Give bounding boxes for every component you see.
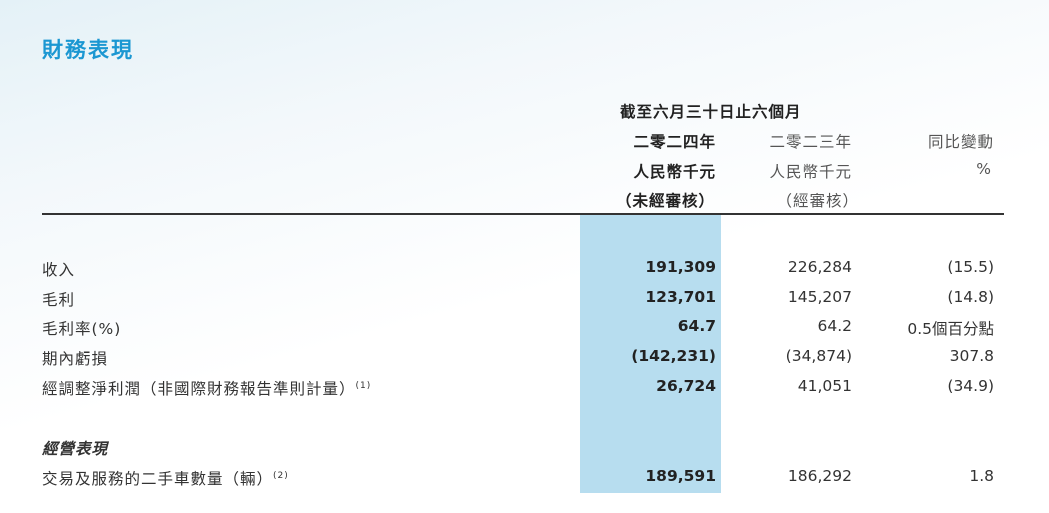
- row-label: 期內虧損: [42, 347, 108, 369]
- row-label: 經調整淨利潤（非國際財務報告準則計量）(1): [42, 377, 371, 399]
- value-2023: 145,207: [787, 288, 852, 306]
- col-change-label: 同比變動: [927, 133, 994, 151]
- value-2023: 41,051: [797, 377, 852, 395]
- value-change: 0.5個百分點: [907, 320, 994, 338]
- value-change: (15.5): [947, 258, 994, 276]
- row-label: 毛利率(%): [42, 317, 121, 339]
- col-2024-year: 二零二四年: [633, 133, 716, 151]
- value-2024: 191,309: [645, 258, 716, 276]
- value-2024: 64.7: [677, 317, 716, 335]
- col-change-unit: %: [976, 160, 992, 178]
- value-2023: 186,292: [787, 467, 852, 485]
- col-2024-note: （未經審核）: [616, 192, 716, 210]
- value-2023: (34,874): [785, 347, 852, 365]
- value-change: (14.8): [947, 288, 994, 306]
- row-label: 毛利: [42, 288, 75, 310]
- current-period-highlight: [580, 215, 721, 493]
- value-change: 307.8: [949, 347, 994, 365]
- header-divider: [42, 213, 1004, 215]
- value-change: 1.8: [969, 467, 994, 485]
- value-2023: 64.2: [817, 317, 852, 335]
- section-title: 經營表現: [42, 440, 109, 458]
- row-label-text: 交易及服務的二手車數量（輛）: [42, 470, 274, 488]
- value-2024: (142,231): [631, 347, 716, 365]
- row-label-text: 經調整淨利潤（非國際財務報告準則計量）: [42, 380, 356, 398]
- row-label-text: 收入: [42, 261, 76, 279]
- value-2024: 123,701: [645, 288, 716, 306]
- col-2023-note: （經審核）: [776, 192, 859, 210]
- col-2023-unit: 人民幣千元: [769, 163, 852, 181]
- row-label-text: 期內虧損: [42, 350, 109, 368]
- row-label-text: 毛利率(%): [42, 320, 122, 338]
- row-label: 交易及服務的二手車數量（輛）(2): [42, 467, 289, 489]
- col-2023-year: 二零二三年: [769, 133, 852, 151]
- footnote-marker: (2): [273, 470, 289, 481]
- row-label: 收入: [42, 258, 75, 280]
- value-change: (34.9): [947, 377, 994, 395]
- period-header: 截至六月三十日止六個月: [620, 103, 802, 121]
- page-title: 財務表現: [42, 38, 134, 62]
- col-2024-unit: 人民幣千元: [633, 163, 716, 181]
- value-2024: 26,724: [656, 377, 716, 395]
- row-label-text: 毛利: [42, 291, 76, 309]
- footnote-marker: (1): [355, 380, 372, 391]
- value-2023: 226,284: [787, 258, 852, 276]
- value-2024: 189,591: [645, 467, 716, 485]
